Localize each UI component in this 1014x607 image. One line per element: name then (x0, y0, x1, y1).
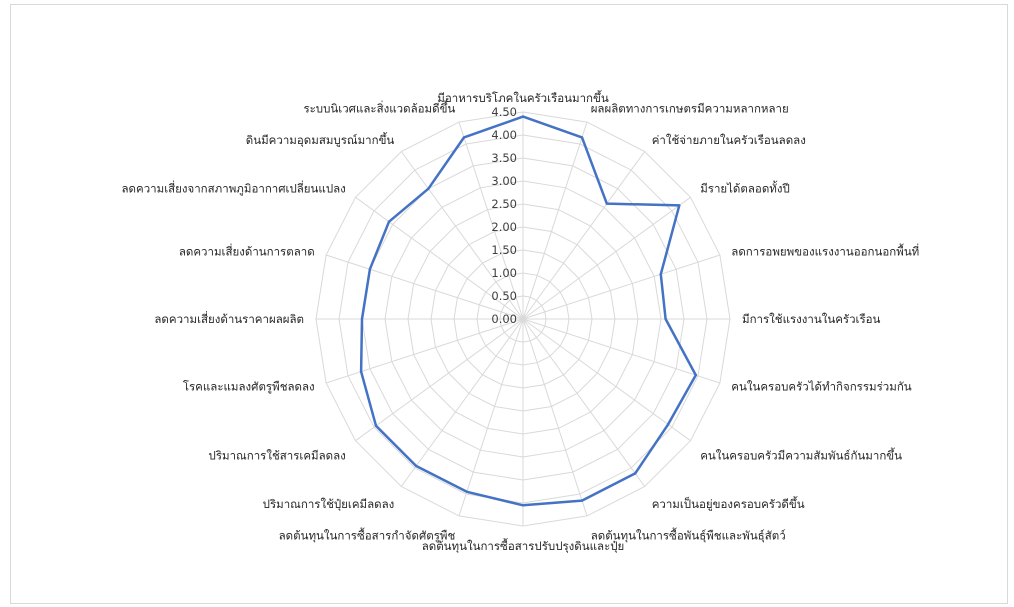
category-label: ลดความเสี่ยงด้านราคาผลผลิต (154, 311, 304, 326)
tick-label: 4.00 (491, 128, 517, 142)
category-label: ดินมีความอุดมสมบูรณ์มากขึ้น (246, 132, 395, 147)
tick-label: 3.00 (491, 174, 517, 188)
spoke-line (522, 196, 691, 320)
data-point (360, 317, 364, 321)
data-point (659, 273, 662, 276)
spoke-line (355, 318, 524, 442)
data-point (521, 504, 525, 507)
data-point (580, 136, 584, 139)
spoke-line (522, 318, 691, 442)
tick-label: 4.50 (491, 105, 517, 119)
tick-label: 0.50 (491, 289, 517, 303)
data-point (465, 490, 469, 493)
spoke-line (522, 318, 646, 487)
category-label: ลดต้นทุนในการซื้อสารปรับปรุงดินและปุ๋ย (422, 538, 625, 553)
tick-label: 1.00 (491, 266, 517, 280)
spoke-line (458, 318, 524, 517)
category-label: คนในครอบครัวมีความสัมพันธ์กันมากขึ้น (700, 448, 902, 463)
category-label: ปริมาณการใช้สารเคมีลดลง (209, 449, 346, 463)
spoke-line (522, 254, 721, 320)
data-point (634, 472, 637, 475)
spoke-line (355, 196, 524, 320)
radar-series (359, 115, 698, 507)
spoke-line (325, 254, 524, 320)
data-point (605, 202, 608, 205)
category-label: ปริมาณการใช้ปุ๋ยเคมีลดลง (263, 497, 395, 511)
chart-frame (10, 4, 1008, 604)
data-point (427, 187, 430, 190)
tick-label: 1.50 (491, 243, 517, 257)
tick-label: 2.50 (491, 197, 517, 211)
category-label: มีอาหารบริโภคในครัวเรือนมากขึ้น (437, 90, 609, 105)
spoke-line (325, 318, 524, 384)
radial-tick-labels: 0.00 0.50 1.00 1.50 2.00 2.50 3.00 3.50 4.00 4.50 (491, 105, 517, 326)
category-label: มีรายได้ตลอดทั้งปี (700, 180, 790, 195)
category-label: ผลผลิตทางการเกษตรมีความหลากหลาย (591, 102, 789, 116)
tick-label: 0.00 (491, 312, 517, 326)
data-point (359, 370, 363, 373)
data-point (678, 204, 681, 207)
spoke-line (400, 318, 524, 487)
category-label: ลดความเสี่ยงจากสภาพภูมิอากาศเปลี่ยนแปลง (121, 180, 345, 195)
category-label: ความเป็นอยู่ของครอบครัวดีขึ้น (652, 496, 805, 511)
spoke-line (522, 151, 646, 320)
data-point (374, 424, 378, 427)
data-point (462, 136, 466, 139)
category-label: ลดต้นทุนในการซื้อสารกำจัดศัตรูพืช (279, 527, 456, 542)
spoke-line (522, 318, 721, 384)
data-point (387, 220, 391, 223)
spoke-line (522, 318, 588, 517)
spoke-line (400, 151, 524, 320)
spoke-line (522, 121, 588, 320)
data-point (521, 115, 525, 118)
radar-spokes (316, 112, 730, 526)
category-label: ค่าใช้จ่ายภายในครัวเรือนลดลง (652, 133, 806, 147)
category-label: ลดการอพยพของแรงงานออกนอกพื้นที่ (731, 243, 919, 258)
tick-label: 3.50 (491, 151, 517, 165)
category-label: คนในครอบครัวได้ทำกิจกรรมร่วมกัน (731, 380, 912, 394)
category-label: ระบบนิเวศและสิ่งแวดล้อมดีขึ้น (303, 101, 455, 116)
data-point (415, 464, 418, 468)
category-labels: มีอาหารบริโภคในครัวเรือนมากขึ้นผลผลิตทาง… (121, 90, 919, 553)
category-label: ลดต้นทุนในการซื้อพันธุ์พืชและพันธุ์สัตว์ (591, 527, 786, 542)
category-label: ลดความเสี่ยงด้านการตลาด (179, 243, 315, 258)
data-point (666, 423, 670, 426)
tick-label: 2.00 (491, 220, 517, 234)
data-point (368, 268, 372, 271)
category-label: มีการใช้แรงงานในครัวเรือน (742, 312, 881, 326)
data-point (694, 373, 697, 377)
data-point (664, 317, 667, 321)
data-point (580, 499, 584, 502)
spoke-line (458, 121, 524, 320)
category-label: โรคและแมลงศัตรูพืชลดลง (183, 380, 315, 394)
